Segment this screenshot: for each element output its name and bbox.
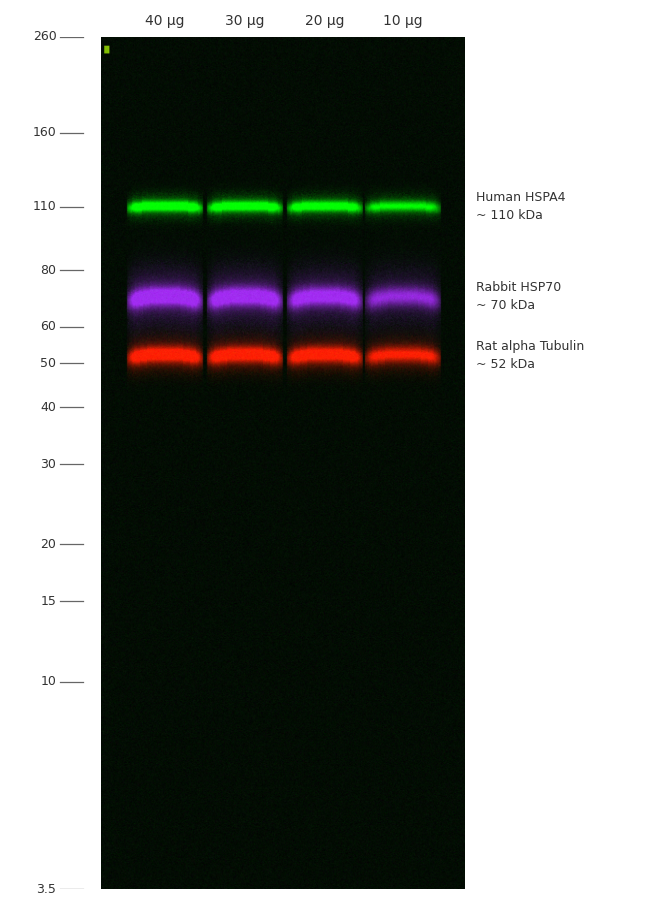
Text: Rat alpha Tubulin
~ 52 kDa: Rat alpha Tubulin ~ 52 kDa: [476, 340, 584, 370]
Text: 3.5: 3.5: [36, 883, 57, 896]
Text: 60: 60: [40, 320, 57, 334]
Text: 30 μg: 30 μg: [225, 14, 265, 28]
Text: 50: 50: [40, 357, 57, 370]
Text: 10 μg: 10 μg: [383, 14, 422, 28]
Text: 30: 30: [40, 458, 57, 470]
Text: 40 μg: 40 μg: [145, 14, 184, 28]
Text: Rabbit HSP70
~ 70 kDa: Rabbit HSP70 ~ 70 kDa: [476, 281, 561, 312]
Text: 15: 15: [40, 595, 57, 608]
Text: 40: 40: [40, 401, 57, 414]
Text: 260: 260: [32, 30, 57, 43]
Text: 10: 10: [40, 675, 57, 688]
Text: Human HSPA4
~ 110 kDa: Human HSPA4 ~ 110 kDa: [476, 192, 566, 223]
Text: 20 μg: 20 μg: [305, 14, 344, 28]
Text: 110: 110: [32, 201, 57, 214]
Text: 80: 80: [40, 263, 57, 277]
Text: 20: 20: [40, 538, 57, 551]
Text: 160: 160: [32, 127, 57, 139]
